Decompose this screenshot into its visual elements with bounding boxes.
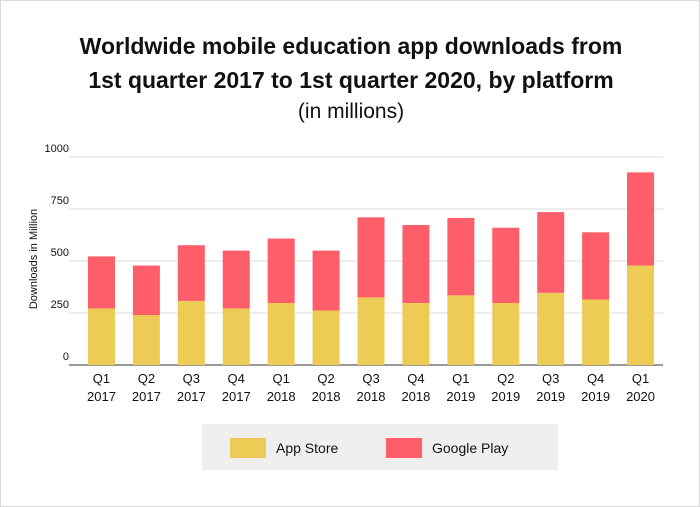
bar-google-play <box>582 232 610 300</box>
bar-app-store <box>177 300 205 365</box>
bar-google-play <box>132 265 160 316</box>
chart-title-line1: Worldwide mobile education app downloads… <box>79 33 623 59</box>
x-tick-label-quarter: Q2 <box>138 371 155 386</box>
x-tick-label-year: 2018 <box>357 389 386 404</box>
legend: App Store Google Play <box>202 424 558 470</box>
chart-subtitle: (in millions) <box>297 100 405 123</box>
bar-app-store <box>267 303 295 365</box>
bar-google-play <box>357 217 385 298</box>
bar-app-store <box>312 310 340 365</box>
x-tick-label-quarter: Q4 <box>228 371 245 386</box>
legend-swatch-app-store <box>230 438 266 458</box>
legend-label-google-play: Google Play <box>432 440 509 456</box>
x-tick-label-quarter: Q3 <box>183 371 200 386</box>
y-tick-label: 250 <box>51 299 69 311</box>
x-tick-label-year: 2019 <box>581 389 610 404</box>
bar-google-play <box>537 212 565 293</box>
legend-item-google-play: Google Play <box>386 438 508 458</box>
x-tick-label-year: 2017 <box>132 389 161 404</box>
x-tick-label-quarter: Q3 <box>542 371 559 386</box>
legend-item-app-store: App Store <box>230 438 338 458</box>
x-tick-label-year: 2019 <box>446 389 475 404</box>
bar-app-store <box>357 297 385 365</box>
bar-app-store <box>492 303 520 365</box>
x-tick-label-quarter: Q1 <box>93 371 110 386</box>
y-tick-label: 1000 <box>45 143 69 155</box>
y-axis-label: Downloads in Million <box>28 209 40 309</box>
legend-swatch-google-play <box>386 438 422 458</box>
x-tick-label-year: 2019 <box>536 389 565 404</box>
bar-google-play <box>402 225 430 304</box>
bar-app-store <box>582 299 610 365</box>
bar-app-store <box>132 315 160 365</box>
x-tick-label-quarter: Q3 <box>362 371 379 386</box>
bar-layer <box>87 172 655 365</box>
bar-app-store <box>87 308 115 365</box>
x-tick-label-year: 2018 <box>401 389 430 404</box>
bar-google-play <box>87 256 115 309</box>
bar-app-store <box>537 292 565 365</box>
bar-google-play <box>492 227 520 304</box>
x-tick-label-year: 2018 <box>267 389 296 404</box>
bar-google-play <box>267 238 295 304</box>
bar-google-play <box>177 245 205 301</box>
y-tick-label: 0 <box>63 351 69 363</box>
x-tick-label-quarter: Q4 <box>587 371 604 386</box>
x-tick-label-year: 2018 <box>312 389 341 404</box>
x-tick-label-quarter: Q4 <box>407 371 424 386</box>
x-tick-label-quarter: Q1 <box>632 371 649 386</box>
bar-app-store <box>447 295 475 365</box>
bar-google-play <box>222 250 250 309</box>
axis-layer: 0 250 500 750 1000 Q1 2017 Q2 2017 Q3 2017 Q4 2017 Q1… <box>45 143 655 404</box>
chart-title-block: Worldwide mobile education app downloads… <box>1 29 700 127</box>
legend-label-app-store: App Store <box>276 440 339 456</box>
bar-chart: 0 250 500 750 1000 Q1 2017 Q2 2017 Q3 2017 Q4 2017 Q1… <box>28 143 663 404</box>
x-tick-label-year: 2017 <box>87 389 116 404</box>
chart-title-line2: 1st quarter 2017 to 1st quarter 2020, by… <box>88 67 614 93</box>
x-tick-label-quarter: Q2 <box>497 371 514 386</box>
x-tick-label-year: 2017 <box>177 389 206 404</box>
bar-google-play <box>312 250 340 311</box>
y-tick-label: 500 <box>51 247 69 259</box>
x-tick-label-year: 2017 <box>222 389 251 404</box>
x-tick-label-year: 2020 <box>626 389 655 404</box>
x-tick-label-quarter: Q1 <box>272 371 289 386</box>
bar-app-store <box>222 308 250 365</box>
bar-app-store <box>402 303 430 365</box>
bar-google-play <box>627 172 655 266</box>
x-tick-label-quarter: Q2 <box>317 371 334 386</box>
x-tick-label-quarter: Q1 <box>452 371 469 386</box>
y-tick-label: 750 <box>51 195 69 207</box>
bar-app-store <box>627 265 655 365</box>
x-tick-label-year: 2019 <box>491 389 520 404</box>
bar-google-play <box>447 217 475 296</box>
